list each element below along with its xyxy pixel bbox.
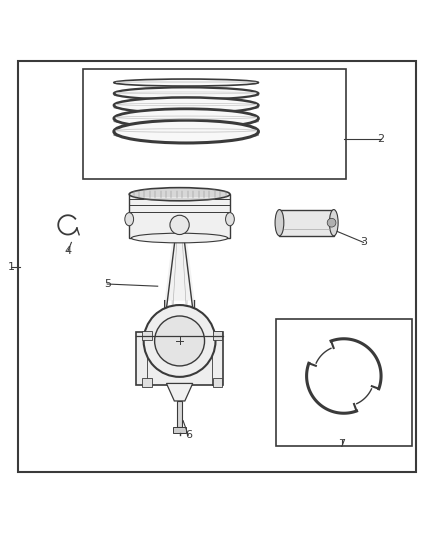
Bar xyxy=(279,209,334,236)
Bar xyxy=(212,378,222,386)
Bar xyxy=(142,331,152,340)
Ellipse shape xyxy=(275,209,284,236)
Bar xyxy=(83,69,346,179)
Circle shape xyxy=(155,316,205,366)
Bar xyxy=(129,194,230,238)
Ellipse shape xyxy=(114,109,258,128)
Ellipse shape xyxy=(329,209,338,236)
Bar xyxy=(276,319,412,446)
Ellipse shape xyxy=(114,98,258,113)
Ellipse shape xyxy=(129,188,230,201)
Ellipse shape xyxy=(114,79,258,86)
Polygon shape xyxy=(165,225,194,301)
Text: 3: 3 xyxy=(360,237,367,247)
Bar xyxy=(173,427,186,432)
Text: 7: 7 xyxy=(338,439,345,449)
Text: 6: 6 xyxy=(185,430,192,440)
Circle shape xyxy=(327,219,336,227)
Bar xyxy=(177,401,182,427)
Text: 5: 5 xyxy=(104,279,111,289)
Polygon shape xyxy=(166,383,193,401)
Ellipse shape xyxy=(114,87,258,100)
Circle shape xyxy=(144,305,215,377)
Bar xyxy=(212,331,222,340)
Ellipse shape xyxy=(114,120,258,143)
Polygon shape xyxy=(137,332,223,385)
Ellipse shape xyxy=(131,233,228,243)
Text: 2: 2 xyxy=(378,134,385,144)
Circle shape xyxy=(170,215,189,235)
Text: 1: 1 xyxy=(7,262,14,271)
Ellipse shape xyxy=(125,213,134,226)
Text: 4: 4 xyxy=(64,246,71,256)
Ellipse shape xyxy=(226,213,234,226)
Bar xyxy=(142,378,152,386)
